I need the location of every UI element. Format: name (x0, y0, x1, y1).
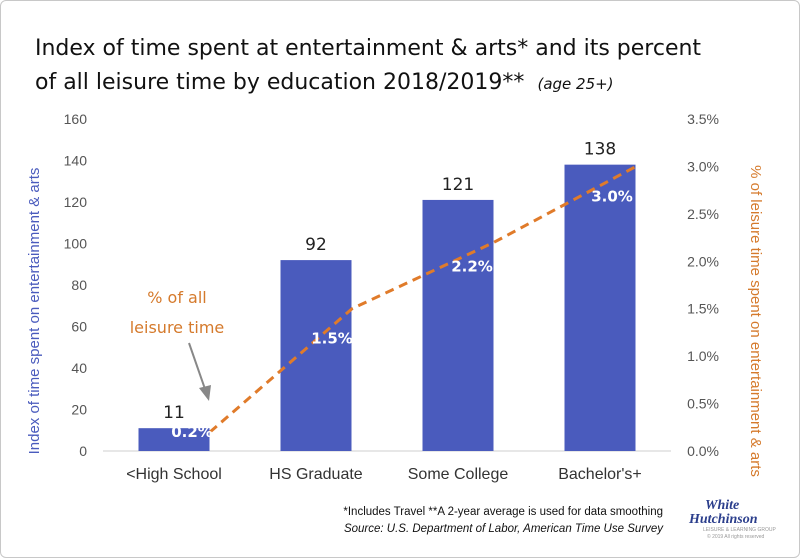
bar-0 (138, 428, 210, 451)
logo-line-1: White (705, 498, 739, 513)
chart-title-note: (age 25+) (537, 75, 613, 93)
chart-title-line-1: Index of time spent at entertainment & a… (35, 36, 701, 61)
footnote: *Includes Travel **A 2-year average is u… (343, 506, 663, 518)
logo-tagline: LEISURE & LEARNING GROUP (703, 527, 776, 533)
percent-value-label-3: 3.0% (591, 187, 633, 205)
bar-value-label-0: 11 (163, 403, 185, 423)
bars (138, 164, 636, 451)
right-tick-label-6: 3.0% (687, 158, 719, 174)
bar-value-labels: 11 92 121 138 (163, 140, 616, 424)
percent-series-line (209, 165, 637, 434)
annotation-line-1: % of all (147, 288, 207, 307)
logo-copyright: © 2019 All rights reserved (707, 533, 765, 540)
left-axis-label: Index of time spent on entertainment & a… (26, 168, 43, 455)
left-tick-label-4: 80 (71, 277, 87, 293)
source-note: Source: U.S. Department of Labor, Americ… (344, 523, 664, 535)
left-tick-label-0: 0 (79, 443, 87, 459)
chart-title-main: of all leisure time by education 2018/20… (35, 70, 524, 95)
right-tick-label-7: 3.5% (687, 111, 719, 127)
chart-title-line-2: of all leisure time by education 2018/20… (35, 70, 614, 95)
bar-value-label-2: 121 (442, 175, 474, 195)
left-tick-label-7: 140 (64, 153, 88, 169)
left-tick-label-3: 60 (71, 319, 87, 335)
percent-value-label-2: 2.2% (451, 257, 493, 275)
left-tick-label-2: 40 (71, 360, 87, 376)
annotation-arrow-shaft (188, 342, 206, 390)
category-labels: <High School HS Graduate Some College Bache… (126, 466, 642, 483)
right-axis-label: % of leisure time spent on entertainment… (747, 165, 764, 477)
left-tick-label-1: 20 (71, 402, 87, 418)
annotation-arrow-head (199, 385, 211, 401)
percent-value-label-0: 0.2% (171, 423, 213, 441)
right-axis-ticks: 0.0% 0.5% 1.0% 1.5% 2.0% 2.5% 3.0% 3.5% (687, 111, 719, 459)
left-tick-label-5: 100 (64, 236, 88, 252)
right-tick-label-1: 0.5% (687, 396, 719, 412)
white-hutchinson-logo: White Hutchinson LEISURE & LEARNING GROU… (688, 498, 776, 540)
category-label-1: HS Graduate (269, 466, 362, 483)
right-tick-label-4: 2.0% (687, 253, 719, 269)
left-tick-label-6: 120 (64, 194, 88, 210)
percent-value-label-1: 1.5% (311, 330, 353, 348)
bar-3 (564, 164, 636, 451)
left-axis-ticks: 0 20 40 60 80 100 120 140 160 (64, 111, 88, 459)
bar-2 (422, 199, 494, 451)
right-tick-label-2: 1.0% (687, 348, 719, 364)
category-label-3: Bachelor's+ (558, 466, 642, 483)
category-label-0: <High School (126, 466, 222, 483)
percent-value-labels: 0.2% 1.5% 2.2% 3.0% (171, 187, 633, 441)
right-tick-label-3: 1.5% (687, 301, 719, 317)
bar-value-label-1: 92 (305, 235, 327, 255)
bar-1 (280, 260, 352, 451)
bar-value-label-3: 138 (584, 140, 616, 160)
logo-line-2: Hutchinson (688, 512, 758, 527)
left-tick-label-8: 160 (64, 111, 88, 127)
right-tick-label-0: 0.0% (687, 443, 719, 459)
right-tick-label-5: 2.5% (687, 206, 719, 222)
annotation-line-2: leisure time (130, 318, 225, 337)
category-label-2: Some College (408, 466, 509, 483)
